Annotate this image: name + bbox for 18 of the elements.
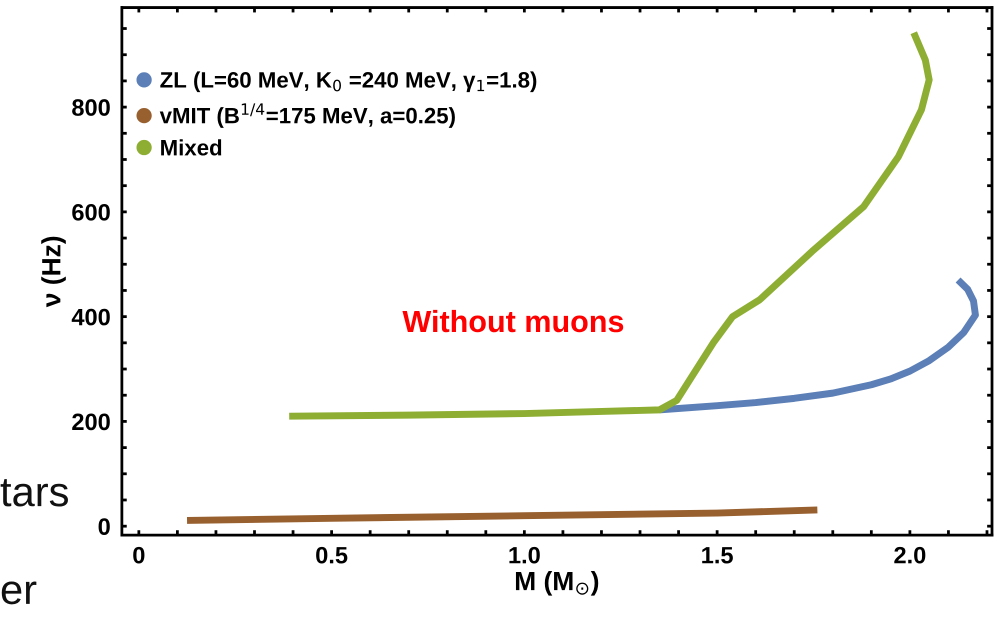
x-tick-label: 2.0	[894, 546, 926, 564]
x-tick-label: 1.0	[509, 546, 540, 564]
text: er	[2, 581, 36, 604]
x-tick-label: 0	[133, 546, 144, 564]
y-tick-label: 400	[72, 308, 110, 326]
y-axis-title: ν (Hz)	[41, 236, 66, 308]
y-tick-label: 600	[72, 204, 110, 221]
y-tick-label: 0	[98, 518, 110, 535]
legend-label: ZL (L=60 MeV, K$_{0}$ =240 MeV, γ$_{1}$=1.8)	[160, 71, 536, 92]
legend-label: Mixed	[161, 139, 222, 156]
y-tick-label: 800	[72, 99, 110, 116]
x-tick-label: 0.5	[316, 546, 348, 564]
legend-label: vMIT (B$^{1/4}$=175 MeV, a=0.25)	[160, 103, 455, 128]
x-tick-label: 1.5	[702, 547, 733, 564]
y-tick-label: 200	[72, 413, 110, 430]
text: tars	[0, 479, 68, 507]
x-axis-title: M (M$_{⊙}$)	[516, 570, 598, 596]
annotation: Without muons	[402, 310, 624, 332]
